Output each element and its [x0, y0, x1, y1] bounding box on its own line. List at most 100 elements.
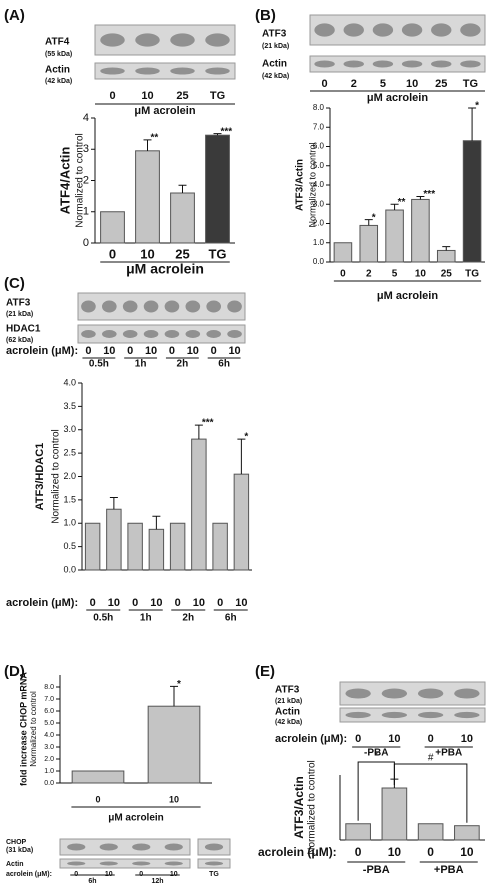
bar [100, 211, 125, 244]
y-tick-label: 5.0 [44, 720, 54, 727]
blot-band [185, 300, 201, 313]
blot-band [132, 861, 151, 866]
y-tick-label: 6.0 [313, 142, 325, 151]
blot-label: ATF3 [275, 685, 300, 696]
y-tick-label: 1 [83, 206, 89, 218]
y-axis-label: Normalized to control [29, 691, 38, 767]
bar [170, 192, 195, 244]
blot-band [81, 300, 96, 313]
panel-label: (E) [255, 663, 275, 680]
y-tick-label: 1.5 [63, 494, 76, 504]
y-tick-label: 0 [83, 237, 89, 249]
blot-strip [59, 858, 191, 869]
blot-label: ATF3 [262, 29, 287, 40]
significance: * [177, 679, 181, 690]
error-bar [109, 497, 118, 510]
x-tick-label: 10 [108, 597, 120, 609]
blot-strip [309, 55, 486, 73]
blot-band [164, 330, 180, 338]
blot-lane-label: 0 [169, 345, 175, 357]
y-tick-label: 1.0 [44, 768, 54, 775]
y-tick-label: 5.0 [313, 161, 325, 170]
blot-label: (42 kDa) [262, 73, 289, 80]
blot-lane-label: 0 [127, 345, 133, 357]
bar [148, 528, 165, 571]
blot-label: HDAC1 [6, 324, 41, 335]
error-bar [178, 184, 187, 193]
blot-band [143, 300, 159, 313]
y-tick-label: 1.0 [63, 518, 76, 528]
blot-lane-label: 2 [351, 78, 357, 90]
significance: ** [398, 197, 406, 208]
y-tick-label: 2 [83, 174, 89, 186]
error-bar [416, 196, 425, 200]
x-tick-label: 10 [169, 794, 179, 804]
blot-strip [339, 681, 486, 706]
x-tick-label: TG [465, 269, 479, 280]
y-tick-label: 3.0 [44, 744, 54, 751]
blot-group-label: 6h [218, 359, 230, 370]
y-tick-label: 0.0 [63, 564, 76, 574]
blot-label: (21 kDa) [275, 698, 302, 705]
blot-group-label: 2h [177, 359, 189, 370]
blot-group-label: +PBA [435, 748, 462, 759]
blot-band [122, 300, 138, 313]
blot-band [164, 300, 180, 313]
x-axis-label: μM acrolein [126, 261, 204, 277]
blot-band [431, 23, 452, 37]
blot-group-label: 0.5h [89, 359, 109, 370]
significance: * [475, 101, 479, 112]
blot-label: ATF3 [6, 298, 31, 309]
error-bar [468, 107, 477, 141]
blot-band [343, 60, 364, 68]
blot-band [454, 688, 480, 699]
bar [333, 242, 353, 263]
blot-lane-label: 25 [435, 78, 447, 90]
x-tick-label: 10 [193, 597, 205, 609]
blot-lane-label: 0 [139, 871, 143, 878]
error-bar [170, 685, 178, 707]
x-tick-label: 25 [441, 269, 453, 280]
blot-label: (62 kDa) [6, 337, 33, 344]
blot-group-label: 1h [135, 359, 147, 370]
y-axis-label: Normalized to control [307, 760, 318, 854]
group-label: -PBA [363, 864, 390, 876]
x-tick-label: 0 [217, 597, 223, 609]
significance: ** [151, 133, 159, 144]
blot-band [345, 711, 371, 719]
blot-lane-label: 10 [406, 78, 418, 90]
blot-caption: μM acrolein [134, 105, 195, 117]
group-label: 0.5h [93, 613, 113, 624]
blot-caption: acrolein (μM): [275, 733, 347, 745]
blot-band [132, 843, 151, 851]
x-axis-label: μM acrolein [377, 290, 438, 302]
blot-lane-label: 10 [145, 345, 157, 357]
blot-lane-label: 10 [103, 345, 115, 357]
error-bar [390, 203, 399, 211]
y-tick-label: 6.0 [44, 708, 54, 715]
x-tick-label: 2 [366, 269, 372, 280]
significance: *** [202, 418, 214, 429]
bar [135, 150, 160, 244]
bar [205, 134, 230, 244]
x-tick-label: 0 [175, 597, 181, 609]
bar [454, 825, 480, 841]
blot-caption: acrolein (μM): [6, 345, 78, 357]
y-tick-label: 3.0 [313, 199, 325, 208]
blot-band [314, 60, 335, 68]
bar [233, 473, 250, 571]
blot-band [372, 60, 394, 68]
blot-band [460, 23, 481, 37]
x-axis-label: μM acrolein [108, 813, 164, 824]
y-axis-label: ATF3/Actin [292, 776, 306, 838]
y-axis-label: ATF3/HDAC1 [34, 443, 46, 511]
blot-group-label: -PBA [364, 748, 388, 759]
y-tick-label: 2.5 [63, 448, 76, 458]
y-axis-label: Normalized to control [51, 429, 62, 523]
y-tick-label: 7.0 [313, 122, 325, 131]
blot-band [100, 33, 125, 47]
y-tick-label: 0.0 [313, 257, 325, 266]
blot-band [417, 711, 444, 719]
y-tick-label: 3 [83, 143, 89, 155]
